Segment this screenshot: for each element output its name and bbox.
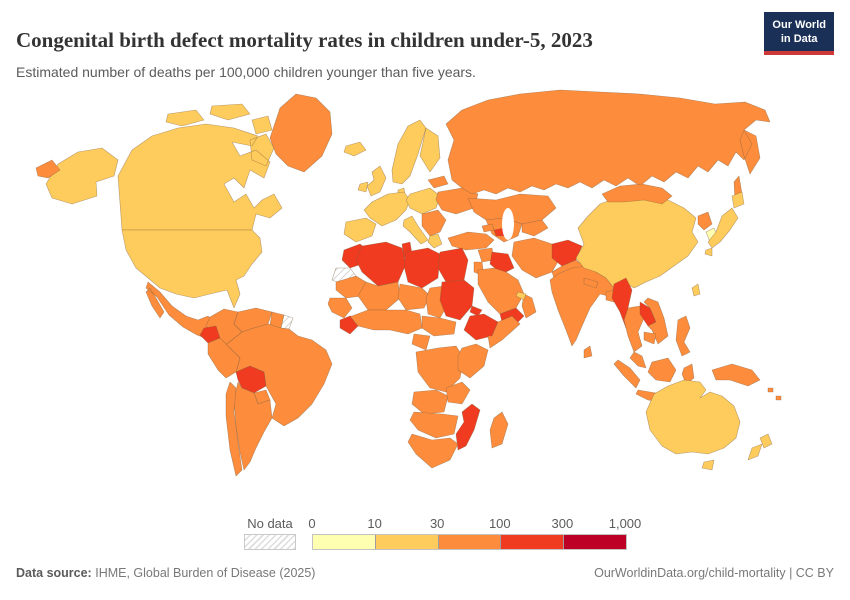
country-west-africa-coast[interactable] (349, 309, 423, 335)
country-norway-sweden[interactable] (391, 119, 427, 185)
country-sri-lanka[interactable] (583, 345, 593, 359)
country-spain-portugal[interactable] (343, 217, 377, 243)
country-russia[interactable] (445, 89, 771, 201)
footer: Data source: IHME, Global Burden of Dise… (16, 566, 834, 580)
country-iceland[interactable] (343, 141, 367, 157)
country-nepal[interactable] (583, 277, 599, 289)
country-cameroon-car[interactable] (421, 315, 457, 337)
legend-bin-30-100[interactable] (438, 535, 502, 549)
country-new-zealand[interactable] (747, 433, 773, 461)
data-source-text: IHME, Global Burden of Disease (2025) (95, 566, 316, 580)
country-mozambique[interactable] (455, 403, 481, 451)
country-mongolia[interactable] (601, 183, 673, 205)
country-canada[interactable] (117, 103, 283, 231)
owid-logo-line2: in Data (780, 33, 818, 46)
country-sudan[interactable] (439, 279, 475, 321)
country-north-korea[interactable] (697, 211, 713, 231)
legend-no-data-swatch[interactable] (244, 534, 296, 550)
country-russia-chukotka[interactable] (35, 159, 61, 179)
legend-tick-2: 30 (429, 516, 445, 531)
country-bolivia[interactable] (235, 365, 267, 394)
country-united-arab-emirates[interactable] (515, 291, 527, 301)
legend-tick-4: 300 (551, 516, 574, 531)
country-philippines[interactable] (675, 315, 691, 357)
country-niger[interactable] (397, 283, 431, 311)
country-india[interactable] (549, 265, 615, 347)
country-australia[interactable] (645, 379, 741, 471)
owid-logo-line1: Our World (772, 19, 826, 31)
legend-tick-1: 10 (367, 516, 382, 531)
legend-tick-0: 0 (308, 516, 316, 531)
country-baltics[interactable] (427, 175, 449, 189)
country-united-kingdom[interactable] (366, 165, 387, 197)
country-taiwan[interactable] (691, 283, 701, 297)
country-vietnam[interactable] (643, 297, 669, 345)
country-libya[interactable] (403, 247, 441, 289)
country-central-europe[interactable] (405, 187, 441, 215)
country-congo[interactable] (411, 333, 431, 351)
legend-color-bar[interactable] (312, 534, 627, 550)
page-title: Congenital birth defect mortality rates … (16, 28, 593, 53)
country-chile[interactable] (225, 381, 243, 477)
country-algeria[interactable] (355, 241, 407, 287)
black-sea (448, 215, 476, 229)
country-kyrgyzstan-tajikistan[interactable] (521, 219, 549, 237)
country-alaska[interactable] (45, 147, 119, 205)
legend-tick-3: 100 (488, 516, 511, 531)
country-greenland[interactable] (269, 93, 333, 173)
caspian-sea (502, 208, 514, 240)
country-finland[interactable] (419, 127, 441, 173)
legend-no-data-label: No data (247, 516, 293, 531)
country-japan[interactable] (704, 191, 745, 257)
country-turkey[interactable] (447, 231, 495, 251)
country-ireland[interactable] (357, 181, 369, 193)
country-united-states[interactable] (121, 229, 263, 309)
country-egypt[interactable] (437, 247, 469, 283)
credit-link[interactable]: OurWorldinData.org/child-mortality | CC … (594, 566, 834, 580)
legend-bin-100-300[interactable] (501, 535, 565, 549)
country-greece[interactable] (427, 233, 443, 249)
country-zimbabwe-botswana-namibia[interactable] (409, 411, 459, 439)
country-madagascar[interactable] (489, 411, 509, 449)
country-senegal-guinea[interactable] (327, 297, 353, 319)
country-new-guinea[interactable] (711, 363, 761, 387)
country-balkans[interactable] (421, 209, 447, 237)
world-choropleth-map[interactable] (0, 82, 850, 512)
country-zambia-malawi[interactable] (445, 381, 471, 405)
country-pacific-islands[interactable] (767, 387, 782, 401)
country-south-africa[interactable] (407, 433, 459, 469)
country-somalia[interactable] (487, 315, 521, 349)
data-source-label: Data source: (16, 566, 92, 580)
country-western-europe[interactable] (363, 191, 411, 227)
data-source-note: Data source: IHME, Global Burden of Dise… (16, 566, 315, 580)
legend-bin-0-10[interactable] (313, 535, 376, 549)
owid-logo[interactable]: Our World in Data (764, 12, 834, 55)
legend-tick-5: 1,000 (608, 516, 642, 531)
country-angola[interactable] (411, 389, 449, 415)
country-mali[interactable] (357, 281, 401, 311)
legend-bin-300-1000[interactable] (564, 535, 626, 549)
country-malaysia[interactable] (629, 351, 647, 369)
legend-bin-10-30[interactable] (375, 535, 439, 549)
page-subtitle: Estimated number of deaths per 100,000 c… (16, 64, 476, 80)
country-saudi-arabia[interactable] (477, 267, 525, 315)
country-dr-congo[interactable] (415, 345, 465, 393)
country-cambodia[interactable] (643, 331, 657, 345)
country-east-africa[interactable] (457, 343, 489, 379)
country-italy[interactable] (402, 215, 429, 245)
map-legend: No data 0 10 30 100 300 1,000 (244, 516, 644, 550)
country-oman[interactable] (521, 293, 537, 319)
